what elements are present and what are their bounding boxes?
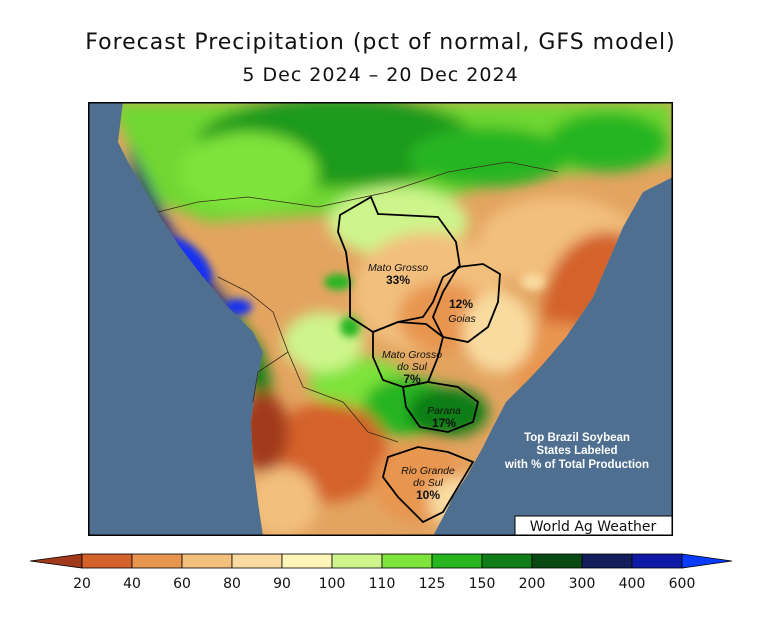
state-label-mato-grosso-do-sul: Mato Grosso do Sul 7% [382,349,442,386]
legend-tick-label: 80 [223,576,241,592]
legend-tick-label: 150 [469,576,496,592]
legend-swatch [81,553,133,569]
state-pct: 12% [449,297,473,311]
legend-bar [30,553,732,569]
state-label-parana: Parana 17% [427,405,461,430]
note-line-3: with % of Total Production [504,459,649,471]
state-label-goias: 12% Goias [448,297,476,325]
legend-tick-label: 200 [519,576,546,592]
state-outline-rio-grande-do-sul [382,446,475,524]
state-outline-goias [432,263,501,343]
state-name: Mato Grosso [382,349,442,361]
legend-tick-label: 90 [273,576,291,592]
state-name: Mato Grosso [368,262,428,274]
legend-tick-label: 40 [123,576,141,592]
legend-tick-label: 125 [419,576,446,592]
map-title: Forecast Precipitation (pct of normal, G… [85,30,676,55]
legend-swatch [531,553,583,569]
legend-tick-label: 110 [369,576,396,592]
note-line-2: States Labeled [536,445,617,457]
legend-swatch [231,553,283,569]
state-outline-mato-grosso-do-sul [372,321,445,388]
legend-tick-label: 20 [73,576,91,592]
legend-swatch [281,553,333,569]
map-frame [88,102,673,536]
legend-tick-label: 100 [319,576,346,592]
legend-tick-label: 400 [619,576,646,592]
legend-swatch [181,553,233,569]
legend-tick-label: 300 [569,576,596,592]
credit-text: World Ag Weather [530,519,657,535]
legend-tick-label: 60 [173,576,191,592]
state-name: Parana [427,405,461,417]
soybean-states [337,195,501,524]
state-outline-mato-grosso [337,195,461,334]
country-borders [157,161,559,443]
state-name-line2: do Sul [413,477,443,489]
legend-swatch [131,553,183,569]
state-pct: 10% [416,488,440,502]
legend-arrow-high [681,553,732,569]
state-label-rio-grande-do-sul: Rio Grande do Sul 10% [401,465,455,502]
state-pct: 33% [386,273,410,287]
date-range: 5 Dec 2024 – 20 Dec 2024 [242,64,519,86]
state-pct: 17% [432,416,456,430]
color-legend: 20 40 60 80 90 100 110 125 150 200 300 400 600 [30,553,732,592]
note-line-1: Top Brazil Soybean [524,432,630,444]
production-note: Top Brazil Soybean States Labeled with %… [504,432,649,471]
legend-swatch [381,553,433,569]
state-outline-parana [401,381,480,433]
legend-swatch [431,553,483,569]
legend-ticks: 20 40 60 80 90 100 110 125 150 200 300 400 600 [73,576,695,592]
legend-arrow-low [30,553,83,569]
state-name-line2: do Sul [397,361,427,373]
legend-swatch [481,553,533,569]
state-pct: 7% [403,372,421,386]
state-name: Goias [448,313,476,325]
credit-box: World Ag Weather [514,515,673,536]
legend-swatch [331,553,383,569]
state-label-mato-grosso: Mato Grosso 33% [368,262,428,287]
legend-swatch [581,553,633,569]
legend-tick-label: 600 [669,576,696,592]
legend-swatch [631,553,683,569]
precipitation-map: Mato Grosso 33% 12% Goias Mato Grosso do… [88,102,673,536]
state-name: Rio Grande [401,465,455,477]
